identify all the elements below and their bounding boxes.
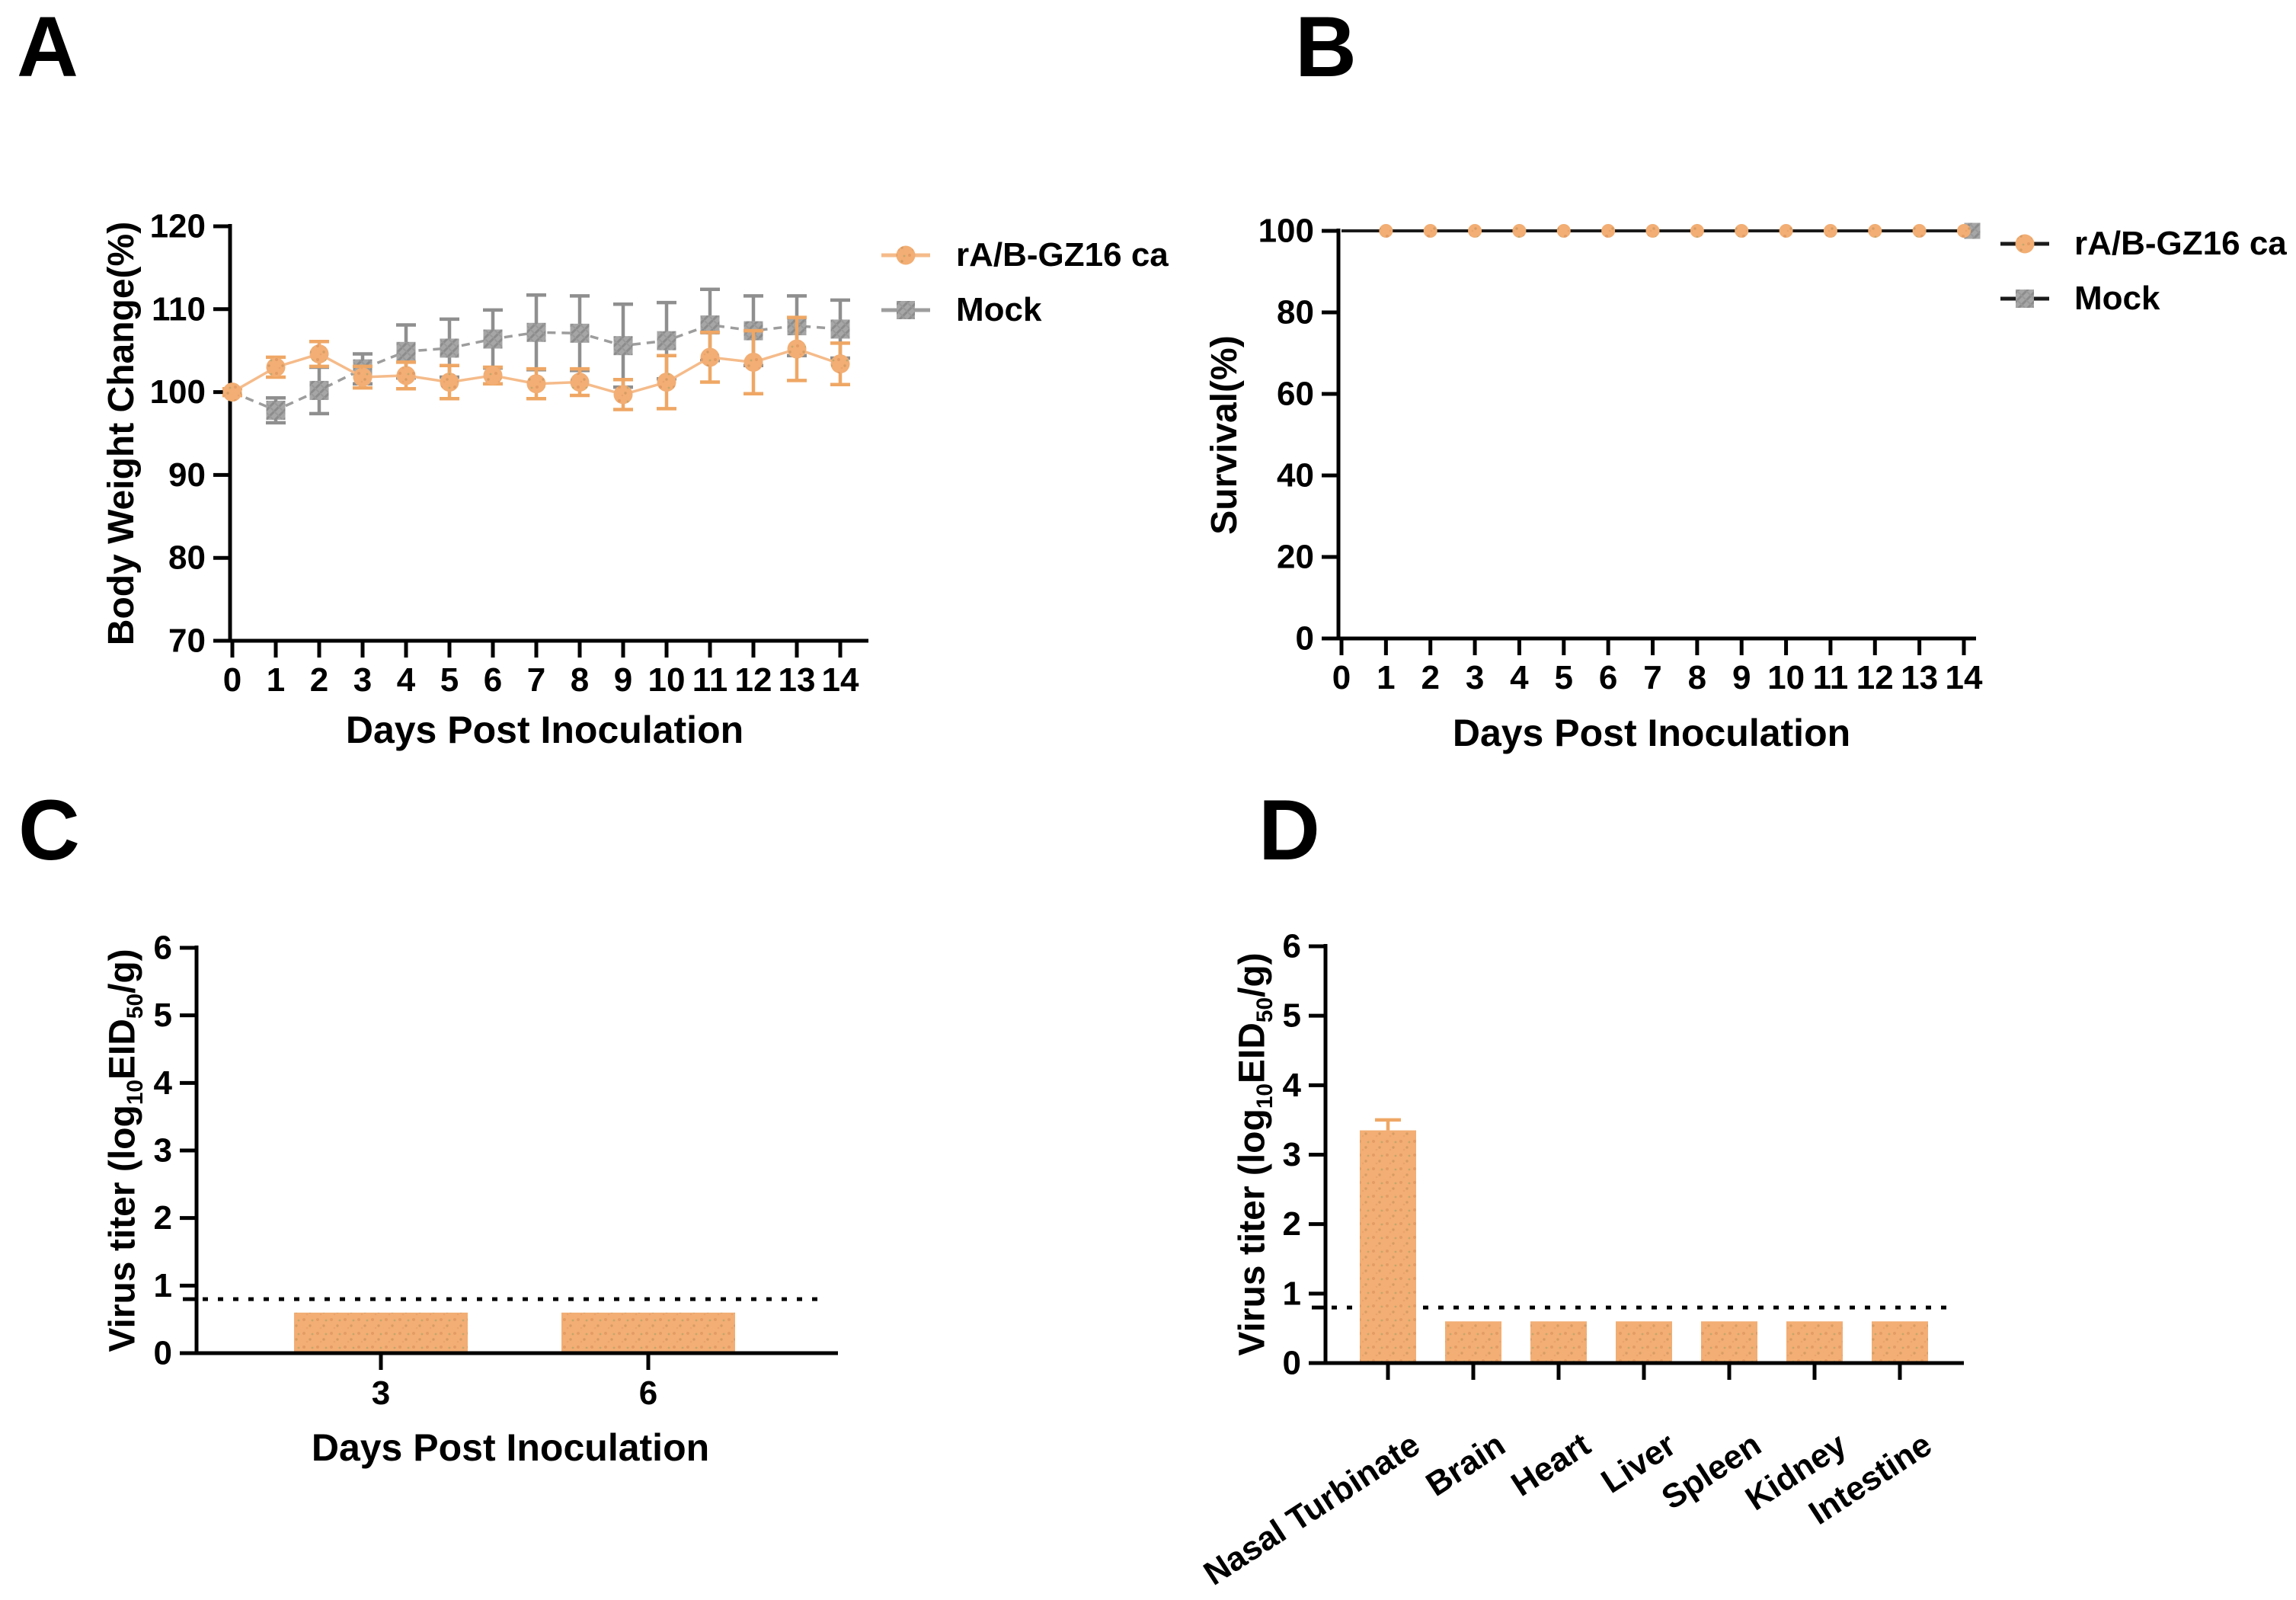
category-label: Nasal Turbinate [1198, 1426, 1427, 1592]
panel-d-letter: D [1258, 782, 1320, 878]
tick-label: 4 [397, 661, 416, 699]
tick-label: 4 [1283, 1067, 1302, 1104]
tick-label: 4 [154, 1064, 173, 1102]
tick-label: 5 [1555, 659, 1573, 696]
tick-label: 100 [150, 373, 206, 411]
tick-label: 10 [648, 661, 686, 699]
tick-label: 100 [1258, 213, 1314, 250]
tick-label: 70 [168, 622, 206, 660]
category-label: Heart [1505, 1426, 1597, 1504]
legend-marker-mock-icon [880, 293, 932, 327]
tick-label: 11 [692, 661, 728, 699]
tick-label: 1 [154, 1267, 172, 1304]
legend-label-ra-b-gz16-ca: rA/B-GZ16 ca [956, 236, 1169, 274]
bar [294, 1312, 468, 1352]
y-axis-title-c: Virus titer (log10EID50/g) [102, 949, 149, 1352]
tick-label: 2 [1421, 659, 1439, 696]
tick-label: 10 [1767, 659, 1805, 696]
tick-label: 120 [150, 208, 206, 245]
tick-label: 14 [822, 661, 859, 699]
tick-label: 8 [571, 661, 589, 699]
legend-marker-mock-icon [1999, 282, 2051, 315]
tick-label: 6 [154, 930, 172, 967]
tick-label: 110 [152, 290, 206, 328]
tick-label: 3 [1466, 659, 1484, 696]
tick-label: 40 [1277, 457, 1314, 494]
y-axis-title-b: Survival(%) [1204, 335, 1245, 535]
tick-label: 2 [310, 661, 328, 699]
category-label: Brain [1419, 1426, 1511, 1503]
tick-label: 9 [1732, 659, 1751, 696]
tick-label: 1 [1377, 659, 1395, 696]
tick-label: 11 [1813, 659, 1849, 696]
tick-label: 0 [154, 1335, 172, 1372]
tick-label: 3 [154, 1132, 172, 1170]
tick-label: 3 [353, 661, 372, 699]
bar [1872, 1321, 1928, 1362]
tick-label: 5 [1283, 997, 1301, 1035]
legend-marker-ra-b-gz16-ca-icon [880, 238, 932, 272]
tick-label: 12 [735, 661, 772, 699]
tick-label: 0 [1332, 659, 1351, 696]
bar [1786, 1321, 1843, 1362]
tick-label: 0 [1296, 620, 1314, 658]
category-label: 6 [639, 1374, 657, 1412]
bar [1701, 1321, 1757, 1362]
tick-label: 6 [1283, 928, 1301, 965]
tick-label: 12 [1856, 659, 1894, 696]
legend-label-mock: Mock [2074, 280, 2160, 317]
tick-label: 0 [223, 661, 241, 699]
tick-label: 5 [154, 997, 172, 1034]
tick-label: 7 [1643, 659, 1661, 696]
tick-label: 1 [1283, 1275, 1301, 1312]
tick-label: 2 [154, 1199, 172, 1237]
tick-label: 5 [440, 661, 459, 699]
x-axis-title-a: Days Post Inoculation [345, 708, 744, 751]
bar [1616, 1321, 1672, 1362]
tick-label: 20 [1277, 539, 1314, 576]
tick-label: 13 [1901, 659, 1938, 696]
tick-label: 8 [1688, 659, 1706, 696]
bar [1360, 1130, 1416, 1362]
tick-label: 4 [1510, 659, 1529, 696]
bar [561, 1312, 735, 1352]
panel-b-letter: B [1295, 0, 1357, 94]
tick-label: 80 [168, 539, 206, 577]
legend-label-mock: Mock [956, 291, 1042, 328]
y-axis-title-d: Virus titer (log10EID50/g) [1232, 952, 1278, 1356]
tick-label: 3 [1283, 1136, 1301, 1173]
legend-marker-ra-b-gz16-ca-icon [1999, 227, 2051, 261]
tick-label: 6 [1599, 659, 1617, 696]
tick-label: 60 [1277, 376, 1314, 413]
tick-label: 9 [614, 661, 632, 699]
tick-label: 14 [1946, 659, 1983, 696]
x-axis-title-c: Days Post Inoculation [311, 1426, 710, 1469]
panel-a-letter: A [17, 0, 78, 94]
bar [1530, 1321, 1587, 1362]
tick-label: 1 [267, 661, 285, 699]
tick-label: 13 [779, 661, 816, 699]
tick-label: 0 [1283, 1345, 1301, 1382]
tick-label: 6 [484, 661, 502, 699]
y-axis-title-a: Body Weight Change(%) [101, 221, 142, 646]
bar [1445, 1321, 1501, 1362]
category-label: 3 [372, 1374, 390, 1412]
tick-label: 7 [527, 661, 545, 699]
x-axis-title-b: Days Post Inoculation [1452, 711, 1851, 754]
tick-label: 2 [1283, 1205, 1301, 1243]
tick-label: 80 [1277, 294, 1314, 331]
tick-label: 90 [168, 456, 206, 494]
panel-c-letter: C [18, 782, 80, 878]
legend-label-ra-b-gz16-ca: rA/B-GZ16 ca [2074, 225, 2287, 262]
